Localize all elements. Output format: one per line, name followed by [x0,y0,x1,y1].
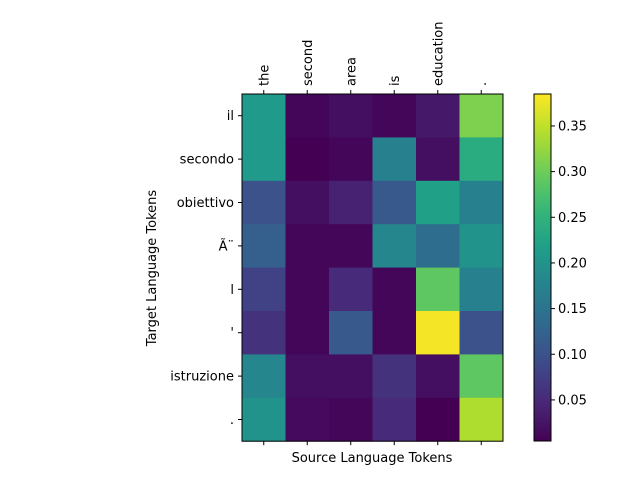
y-tick-label: ' [230,326,234,341]
heatmap-cell [372,267,417,312]
heatmap-cell [329,311,373,355]
x-tick-label: is [388,75,403,86]
colorbar-tick-label: 0.20 [558,256,587,271]
heatmap-cell [416,224,460,268]
y-tick-group: il secondo obiettivo Ã¨ l ' istruzione. [170,109,242,428]
heatmap-cell [285,94,330,138]
heatmap-cell [285,267,330,312]
heatmap-cell [459,354,504,399]
heatmap-cell [459,397,504,442]
colorbar-tick-label: 0.25 [558,211,587,226]
heatmap-cell [416,267,460,312]
heatmap-cell [459,311,504,355]
colorbar [534,94,551,441]
heatmap-cell [416,180,460,225]
heatmap-cell [242,137,286,182]
y-axis-label: Target Language Tokens [145,190,160,348]
heatmap-cell [329,180,373,225]
heatmap-cell [242,94,286,138]
heatmap-cell [416,137,460,182]
colorbar-tick-label: 0.15 [558,302,587,317]
heatmap-cell [372,137,417,182]
heatmap-cells [242,94,504,442]
heatmap-cell [329,137,373,182]
heatmap-cell [372,311,417,355]
heatmap-cell [285,137,330,182]
y-tick-label: istruzione [170,370,234,385]
y-tick-label: obiettivo [177,196,234,211]
y-tick-label: il [227,109,234,124]
heatmap-cell [459,94,504,138]
heatmap-cell [285,311,330,355]
heatmap-cell [285,224,330,268]
x-tick-group: the second area is education. [257,21,490,446]
heatmap-cell [242,267,286,312]
heatmap-cell [285,180,330,225]
heatmap-cell [459,180,504,225]
colorbar-tick-label: 0.10 [558,348,587,363]
heatmap-cell [416,311,460,355]
x-axis-label: Source Language Tokens [292,451,453,466]
colorbar-tick-label: 0.35 [558,119,587,134]
x-tick-label: area [344,57,359,86]
x-tick-label: education [431,21,446,86]
heatmap-cell [416,94,460,138]
heatmap-cell [416,354,460,399]
heatmap-cell [242,224,286,268]
heatmap-cell [329,354,373,399]
colorbar-tick-group: 0.05 0.10 0.15 0.20 0.25 0.30 0.35 [551,119,587,408]
heatmap-cell [459,224,504,268]
heatmap-cell [372,224,417,268]
colorbar-tick-label: 0.05 [558,393,587,408]
heatmap-cell [242,311,286,355]
heatmap-frame [241,93,504,442]
heatmap-cell [329,267,373,312]
x-tick-label: the [257,65,272,86]
y-tick-label: secondo [180,153,234,168]
colorbar-frame [533,93,552,442]
heatmap-cell [329,94,373,138]
x-tick-label: . [475,82,490,86]
heatmap-cell [242,180,286,225]
heatmap-cell [416,397,460,442]
y-tick-label: Ã¨ [219,238,234,254]
x-tick-label: second [301,40,316,86]
heatmap-cell [459,137,504,182]
heatmap-cell [459,267,504,312]
heatmap-cell [242,354,286,399]
heatmap-cell [242,397,286,442]
heatmap-cell [372,180,417,225]
heatmap-cell [372,397,417,442]
y-tick-label: . [230,413,234,428]
heatmap-cell [372,94,417,138]
heatmap-cell [285,397,330,442]
heatmap-cell [285,354,330,399]
heatmap-cell [329,397,373,442]
y-tick-label: l [230,283,234,298]
colorbar-tick-label: 0.30 [558,165,587,180]
heatmap-cell [372,354,417,399]
heatmap-cell [329,224,373,268]
